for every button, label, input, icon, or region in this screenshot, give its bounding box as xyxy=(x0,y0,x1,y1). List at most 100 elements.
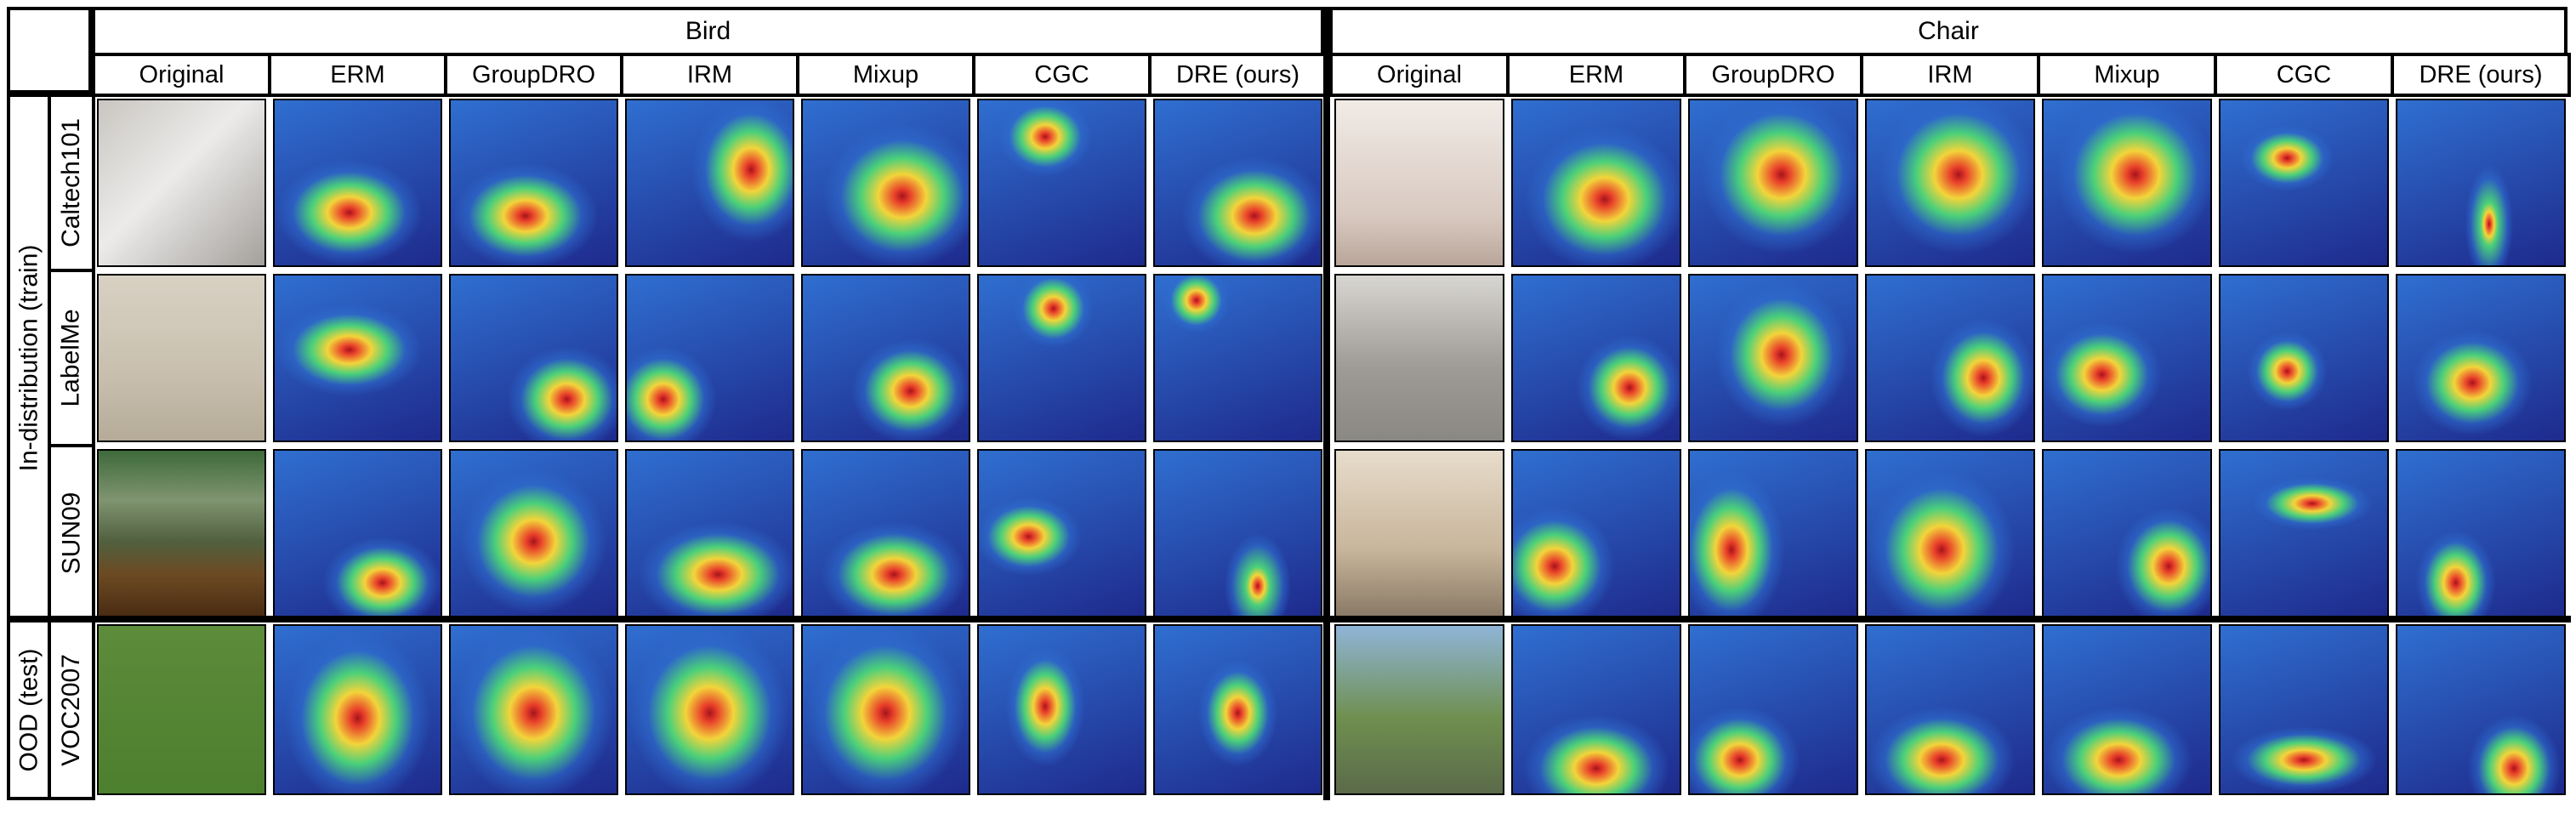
original-image xyxy=(97,449,266,617)
heatmap-image xyxy=(1153,449,1322,617)
method-label: GroupDRO xyxy=(1711,60,1835,88)
corner-cell xyxy=(7,7,92,94)
method-header: Mixup xyxy=(2037,53,2217,97)
heatmap-image xyxy=(1865,624,2035,795)
domain-label: Caltech101 xyxy=(48,94,95,272)
heatmap-image xyxy=(801,449,970,617)
heatmap-image xyxy=(625,624,794,795)
heatmap-image xyxy=(449,99,618,267)
method-header: DRE (ours) xyxy=(2391,53,2571,97)
row-group-text: OOD (test) xyxy=(14,647,43,772)
method-label: IRM xyxy=(686,60,733,88)
heatmap-image xyxy=(1153,274,1322,442)
heatmap-image xyxy=(1153,99,1322,267)
method-label: DRE (ours) xyxy=(2419,60,2543,88)
heatmap-image xyxy=(977,449,1146,617)
heatmap-image xyxy=(2396,99,2566,267)
method-label: Original xyxy=(1377,60,1462,88)
row-group-separator xyxy=(7,616,2571,623)
heatmap-image xyxy=(2219,99,2389,267)
group-header-bird: Bird xyxy=(92,7,1324,56)
heatmap-image xyxy=(2219,624,2389,795)
method-header: GroupDRO xyxy=(444,53,623,97)
heatmap-image xyxy=(2219,449,2389,617)
heatmap-image xyxy=(2396,449,2566,617)
heatmap-image xyxy=(1688,99,1858,267)
heatmap-image xyxy=(449,274,618,442)
method-header: GroupDRO xyxy=(1683,53,1863,97)
heatmap-image xyxy=(273,99,442,267)
original-image xyxy=(1334,624,1504,795)
method-label: ERM xyxy=(330,60,385,88)
domain-text: LabelMe xyxy=(57,309,86,407)
heatmap-image xyxy=(1688,624,1858,795)
method-label: CGC xyxy=(1034,60,1089,88)
heatmap-image xyxy=(977,624,1146,795)
method-header: Original xyxy=(1329,53,1510,97)
heatmap-image xyxy=(1688,449,1858,617)
method-label: Mixup xyxy=(852,60,919,88)
heatmap-image xyxy=(273,274,442,442)
heatmap-image xyxy=(801,274,970,442)
method-header: CGC xyxy=(972,53,1152,97)
group-separator xyxy=(1323,7,1330,800)
method-label: CGC xyxy=(2276,60,2332,88)
domain-label: VOC2007 xyxy=(48,619,95,800)
method-header: DRE (ours) xyxy=(1148,53,1328,97)
group-header-chair: Chair xyxy=(1329,7,2567,56)
group-title: Chair xyxy=(1918,17,1979,45)
method-header: ERM xyxy=(268,53,447,97)
method-header: ERM xyxy=(1506,53,1686,97)
method-header: IRM xyxy=(620,53,799,97)
heatmap-image xyxy=(2042,624,2212,795)
heatmap-image xyxy=(1865,449,2035,617)
heatmap-image xyxy=(1511,624,1681,795)
domain-label: SUN09 xyxy=(48,444,95,623)
row-group-text: In-distribution (train) xyxy=(14,244,43,472)
heatmap-image xyxy=(625,99,794,267)
method-label: Original xyxy=(139,60,225,88)
method-header: Mixup xyxy=(796,53,975,97)
heatmap-image xyxy=(2396,274,2566,442)
heatmap-image xyxy=(449,449,618,617)
row-group-label: OOD (test) xyxy=(7,619,51,800)
domain-text: SUN09 xyxy=(57,492,85,575)
heatmap-image xyxy=(1688,274,1858,442)
heatmap-image xyxy=(625,274,794,442)
method-label: GroupDRO xyxy=(471,60,596,88)
heatmap-image xyxy=(977,99,1146,267)
domain-label: LabelMe xyxy=(48,269,95,447)
method-header: IRM xyxy=(1860,53,2040,97)
heatmap-image xyxy=(2219,274,2389,442)
method-header: Original xyxy=(92,53,271,97)
heatmap-image xyxy=(273,449,442,617)
heatmap-image xyxy=(1865,274,2035,442)
heatmap-image xyxy=(1153,624,1322,795)
heatmap-image xyxy=(2396,624,2566,795)
method-header: CGC xyxy=(2214,53,2394,97)
original-image xyxy=(1334,449,1504,617)
row-group-label: In-distribution (train) xyxy=(7,94,51,623)
domain-text: Caltech101 xyxy=(57,118,85,247)
method-label: Mixup xyxy=(2094,60,2160,88)
heatmap-image xyxy=(977,274,1146,442)
heatmap-image xyxy=(1865,99,2035,267)
heatmap-image xyxy=(1511,99,1681,267)
heatmap-image xyxy=(801,624,970,795)
heatmap-image xyxy=(2042,99,2212,267)
original-image xyxy=(97,624,266,795)
heatmap-image xyxy=(449,624,618,795)
original-image xyxy=(97,274,266,442)
heatmap-image xyxy=(1511,274,1681,442)
group-title: Bird xyxy=(685,17,731,45)
original-image xyxy=(1334,99,1504,267)
method-label: IRM xyxy=(1927,60,1973,88)
heatmap-image xyxy=(2042,274,2212,442)
heatmap-image xyxy=(1511,449,1681,617)
domain-text: VOC2007 xyxy=(57,653,85,766)
method-label: DRE (ours) xyxy=(1175,60,1299,88)
heatmap-image xyxy=(273,624,442,795)
heatmap-image xyxy=(2042,449,2212,617)
heatmap-image xyxy=(625,449,794,617)
heatmap-image xyxy=(801,99,970,267)
